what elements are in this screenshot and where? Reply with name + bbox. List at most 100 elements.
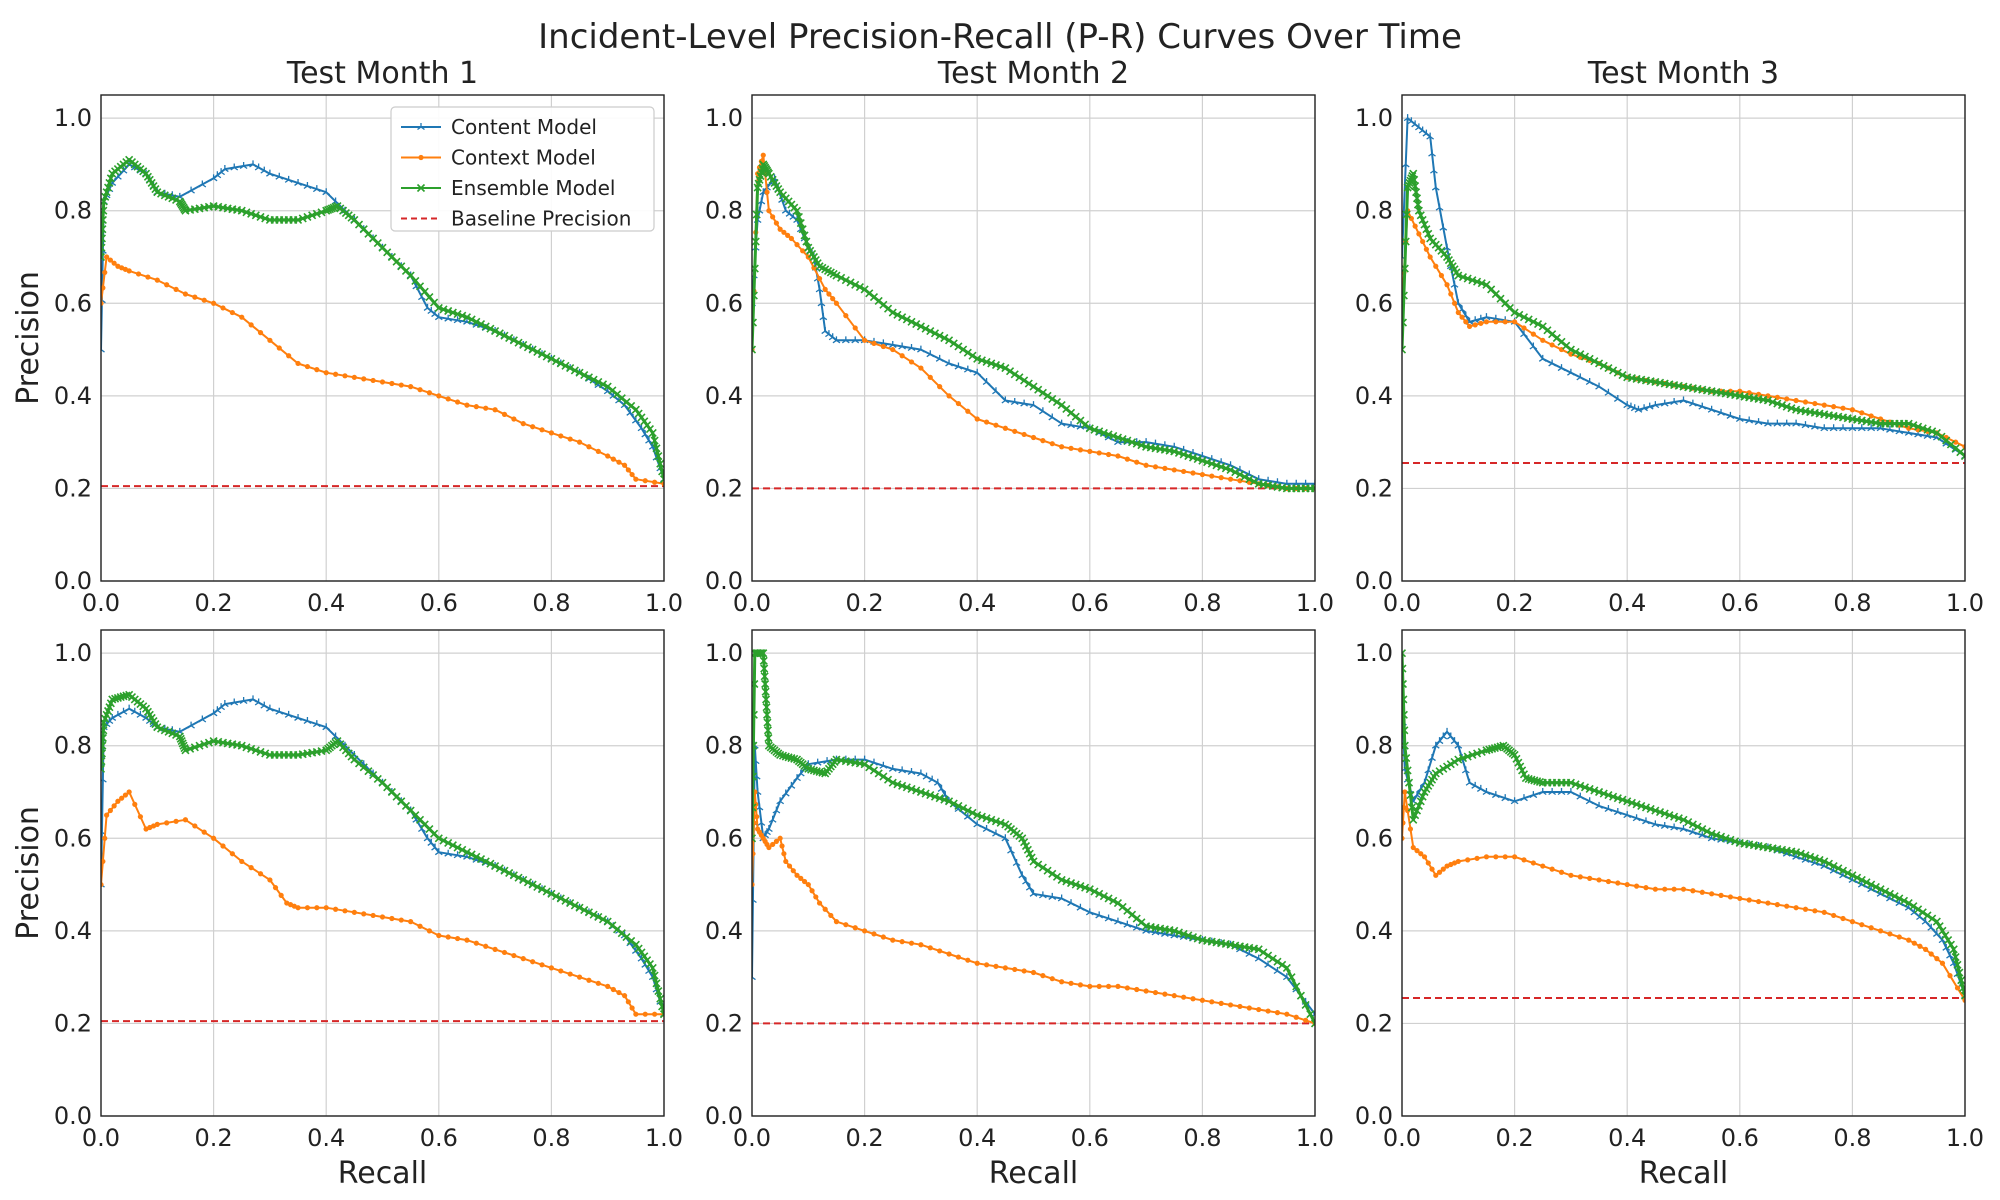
ensemble-marker: [752, 772, 758, 781]
context-marker: [558, 968, 564, 974]
ensemble-marker: [1104, 894, 1113, 903]
x-tick-label: 0.6: [1721, 589, 1759, 617]
ensemble-marker: [912, 320, 921, 329]
y-tick-label: 0.6: [705, 824, 743, 852]
context-marker: [445, 934, 451, 940]
content-marker: [213, 171, 222, 179]
ensemble-marker: [1801, 851, 1810, 860]
context-marker: [1463, 319, 1469, 325]
ensemble-marker: [1731, 837, 1740, 846]
context-marker: [781, 229, 787, 235]
ensemble-marker: [1407, 803, 1416, 812]
ensemble-marker: [561, 896, 570, 905]
ensemble-marker: [500, 866, 509, 875]
ensemble-model-series: [101, 155, 664, 484]
ensemble-marker: [195, 741, 204, 750]
ensemble-marker: [1170, 447, 1179, 456]
context-marker: [1420, 238, 1426, 245]
content-marker: [1529, 342, 1538, 350]
y-tick-label: 0.6: [705, 289, 743, 317]
content-marker: [427, 838, 436, 846]
ensemble-marker: [996, 818, 1005, 827]
ensemble-marker: [837, 273, 846, 282]
ensemble-marker: [1052, 397, 1062, 407]
content-marker: [1020, 399, 1028, 407]
ensemble-marker: [1932, 917, 1941, 926]
ensemble-marker: [874, 769, 883, 778]
content-marker: [888, 764, 897, 772]
ensemble-marker: [444, 306, 453, 316]
content-marker: [1132, 923, 1141, 931]
ensemble-marker: [486, 324, 495, 333]
content-marker: [260, 166, 269, 174]
ensemble-marker: [1477, 279, 1486, 288]
ensemble-marker: [1458, 272, 1468, 282]
context-marker: [1662, 886, 1668, 892]
context-marker: [220, 305, 226, 311]
content-marker: [1927, 923, 1936, 931]
context-marker: [1303, 1017, 1309, 1023]
ensemble-marker: [1123, 436, 1132, 445]
context-marker: [389, 380, 395, 387]
content-marker: [1435, 737, 1444, 745]
context-marker: [1455, 309, 1461, 316]
x-tick-label: 0.2: [846, 1124, 884, 1152]
content-marker: [1001, 396, 1010, 404]
context-marker: [1802, 906, 1809, 912]
y-tick-label: 0.6: [1355, 824, 1393, 852]
content-marker: [1057, 419, 1066, 427]
context-marker: [983, 962, 990, 968]
ensemble-marker: [542, 352, 551, 361]
content-marker: [1426, 132, 1435, 140]
ensemble-marker: [570, 901, 579, 910]
ensemble-marker: [439, 305, 448, 314]
content-marker: [230, 698, 239, 706]
ensemble-marker: [556, 894, 565, 903]
ensemble-marker: [1953, 960, 1962, 969]
context-marker: [1849, 919, 1855, 925]
ensemble-marker: [1174, 448, 1184, 458]
x-tick-label: 0.4: [307, 1124, 345, 1152]
context-marker: [1423, 246, 1429, 252]
ensemble-marker: [1566, 778, 1575, 787]
content-marker: [813, 758, 822, 766]
ensemble-marker: [514, 338, 523, 347]
content-marker: [1538, 788, 1547, 796]
ensemble-marker: [1468, 276, 1477, 285]
y-tick-label: 1.0: [705, 639, 743, 667]
context-marker: [1652, 886, 1658, 892]
ensemble-marker: [1221, 464, 1230, 473]
context-marker: [229, 851, 235, 857]
context-marker: [1727, 894, 1734, 900]
ensemble-marker: [101, 225, 107, 234]
ensemble-marker: [1416, 797, 1425, 806]
context-marker: [1429, 866, 1435, 872]
context-marker: [1483, 319, 1490, 325]
ensemble-marker: [416, 183, 426, 193]
ensemble-marker: [101, 741, 107, 750]
ensemble-marker: [940, 333, 949, 343]
content-marker: [781, 789, 790, 797]
x-tick-label: 0.2: [1496, 589, 1534, 617]
context-marker: [779, 843, 785, 849]
content-marker: [284, 710, 293, 718]
context-marker: [1293, 1014, 1299, 1020]
content-marker: [312, 720, 321, 728]
ensemble-marker: [594, 912, 603, 922]
ensemble-marker: [959, 804, 968, 813]
context-model-series: [752, 789, 1315, 1027]
content-marker: [1435, 203, 1444, 211]
ensemble-marker: [589, 910, 598, 919]
context-marker: [965, 408, 971, 414]
ensemble-marker: [101, 192, 110, 201]
y-tick-label: 0.6: [54, 824, 92, 852]
ensemble-marker: [935, 331, 944, 340]
content-marker: [254, 163, 263, 171]
ensemble-marker: [434, 303, 443, 312]
y-axis-label: Precision: [11, 806, 46, 940]
ensemble-marker: [761, 687, 770, 696]
content-marker: [825, 330, 833, 338]
ensemble-marker: [237, 741, 246, 750]
ensemble-marker: [1899, 896, 1909, 905]
ensemble-marker: [1604, 364, 1613, 373]
